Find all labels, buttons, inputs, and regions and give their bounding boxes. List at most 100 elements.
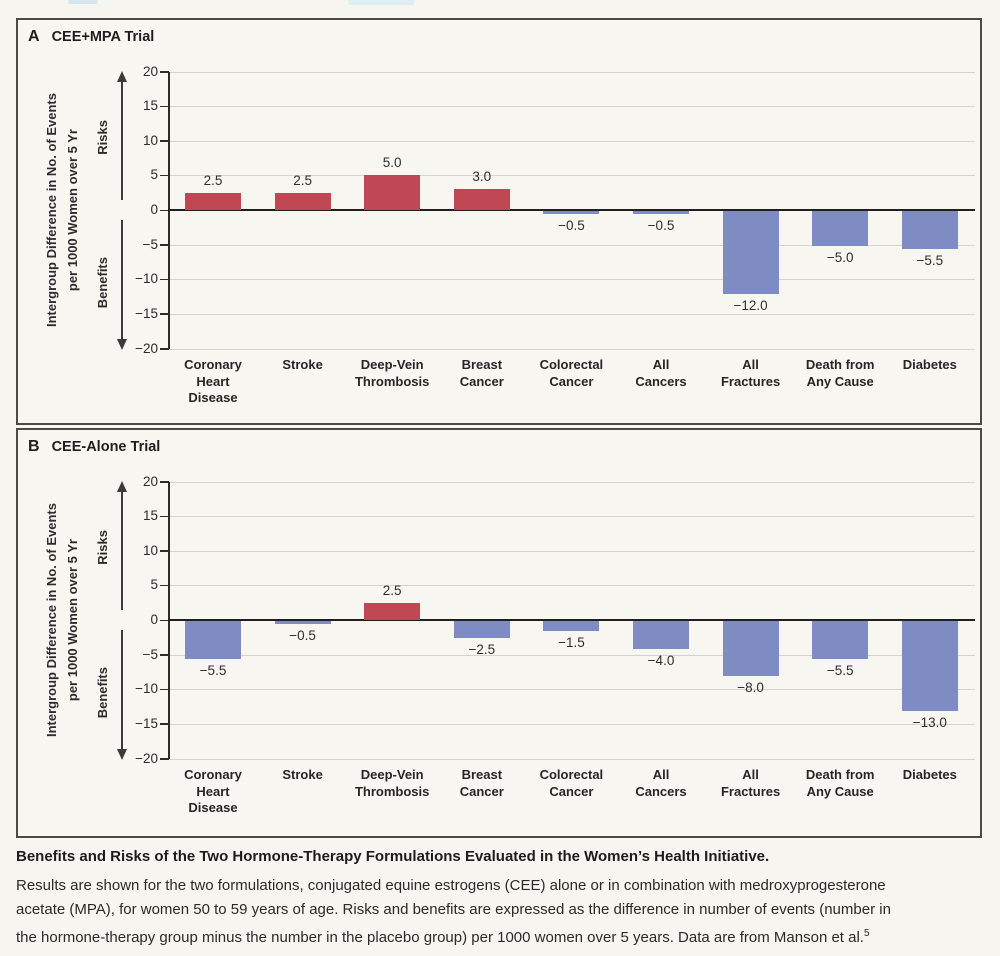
y-axis-tick-label: 20 <box>142 473 158 489</box>
benefit-bar <box>812 211 869 246</box>
benefits-arrowhead-icon <box>116 749 127 760</box>
category-label-line: Heart <box>196 783 230 799</box>
category-label: All Cancers <box>608 357 714 390</box>
y-axis-tick <box>160 244 169 246</box>
benefits-arrowhead-icon <box>116 339 127 350</box>
category-label-line: Death from <box>805 357 875 372</box>
benefits-arrow-line <box>121 630 123 749</box>
gridline <box>169 348 975 350</box>
gridline <box>169 106 975 108</box>
bar-value-label: −5.5 <box>826 663 854 679</box>
y-axis-tick <box>160 619 169 621</box>
bar-value-label: −0.5 <box>289 628 316 644</box>
y-axis-tick <box>160 481 169 483</box>
gridline <box>169 244 975 246</box>
category-label-line: Thrombosis <box>354 783 430 799</box>
bar-value-label: −5.5 <box>916 253 944 269</box>
category-label-line: All <box>652 767 670 782</box>
figure-caption: Benefits and Risks of the Two Hormone-Th… <box>16 848 984 950</box>
y-axis-tick <box>160 278 169 281</box>
bar-chart-cee-mpa: Intergroup Difference in No. of Events pe… <box>18 20 980 423</box>
category-label-line: Deep-Vein <box>360 357 424 372</box>
y-axis-title: Intergroup Difference in No. of Events pe… <box>40 72 84 348</box>
bar-value-label: −4.0 <box>647 652 675 668</box>
caption-title: Benefits and Risks of the Two Hormone-Th… <box>16 848 770 865</box>
benefits-direction-label: Benefits <box>92 628 112 758</box>
category-label-line: Deep-Vein <box>360 767 424 782</box>
benefits-direction-label: Benefits <box>92 218 112 348</box>
gridline <box>169 550 975 552</box>
bar-value-label: −0.5 <box>558 218 585 234</box>
benefits-arrow-line <box>121 220 123 339</box>
risks-label: Risks <box>94 529 110 565</box>
category-label: Deep-Vein Thrombosis <box>339 357 445 390</box>
risks-direction-label: Risks <box>92 482 112 612</box>
bar-value-label: 2.5 <box>203 172 223 188</box>
category-label-line: Diabetes <box>902 767 957 782</box>
bar-value-label: 2.5 <box>293 172 312 188</box>
gridline <box>169 516 975 518</box>
risk-bar <box>364 602 421 620</box>
caption-line: acetate (MPA), for women 50 to 59 years … <box>16 901 891 918</box>
risks-label: Risks <box>94 119 110 155</box>
risk-bar <box>274 192 331 210</box>
bar-value-label: −5.0 <box>826 249 854 265</box>
category-label-line: Colorectal <box>539 767 604 782</box>
benefit-bar <box>633 211 689 215</box>
benefit-bar <box>722 211 779 295</box>
category-label: Breast Cancer <box>429 767 535 800</box>
benefit-bar <box>633 621 689 649</box>
benefit-bar <box>453 621 510 639</box>
category-label: Colorectal Cancer <box>518 357 624 390</box>
bar-value-label: −13.0 <box>912 715 947 731</box>
panel-cee-alone-trial: B CEE-Alone Trial Intergroup Difference i… <box>16 428 982 838</box>
y-axis-tick-label: −5 <box>142 236 158 252</box>
zero-baseline <box>168 209 975 211</box>
category-label: Diabetes <box>877 767 983 784</box>
y-axis-tick-label: 15 <box>142 508 158 524</box>
gridline <box>169 654 975 656</box>
gridline <box>169 71 975 73</box>
y-axis-tick <box>160 313 169 315</box>
y-axis-tick-label: −5 <box>142 646 158 662</box>
category-label-line: Stroke <box>282 357 323 372</box>
category-label-line: All <box>742 357 759 372</box>
caption-body: Results are shown for the two formulatio… <box>16 874 984 950</box>
scan-artifact <box>348 0 414 5</box>
risk-bar <box>185 192 241 210</box>
y-axis-tick-label: −10 <box>135 681 158 697</box>
y-axis-tick <box>160 140 169 142</box>
benefit-bar <box>812 621 869 660</box>
category-label-line: Coronary <box>184 767 242 782</box>
gridline <box>169 140 975 142</box>
category-label-line: Fractures <box>720 373 781 389</box>
y-axis-tick <box>160 550 169 552</box>
risk-bar <box>364 175 421 210</box>
y-axis-tick <box>160 348 169 350</box>
y-axis-title-line: Intergroup Difference in No. of Events <box>43 92 59 328</box>
benefit-bar <box>185 621 241 660</box>
category-label: Death from Any Cause <box>787 357 893 390</box>
category-label-line: Thrombosis <box>354 373 430 389</box>
gridline <box>169 723 975 725</box>
panel-a-header: A CEE+MPA Trial <box>28 28 154 46</box>
panel-letter: B <box>28 438 40 455</box>
y-axis-tick-label: −15 <box>135 715 158 731</box>
category-label-line: Cancer <box>549 783 594 799</box>
category-label-line: Death from <box>805 767 875 782</box>
category-label: Diabetes <box>877 357 983 374</box>
y-axis-tick-label: 10 <box>142 542 158 558</box>
bar-value-label: −1.5 <box>558 635 585 651</box>
gridline <box>169 585 975 587</box>
bar-value-label: 5.0 <box>382 155 402 171</box>
panel-letter: A <box>28 28 40 45</box>
benefit-bar <box>722 621 779 677</box>
category-label-line: Breast <box>461 357 503 372</box>
benefit-bar <box>901 211 958 250</box>
panel-title: CEE-Alone Trial <box>51 439 161 455</box>
bar-value-label: −12.0 <box>733 298 768 314</box>
category-label-line: Cancers <box>635 783 687 799</box>
gridline <box>169 175 975 177</box>
gridline <box>169 689 975 691</box>
y-axis-tick <box>160 723 169 725</box>
